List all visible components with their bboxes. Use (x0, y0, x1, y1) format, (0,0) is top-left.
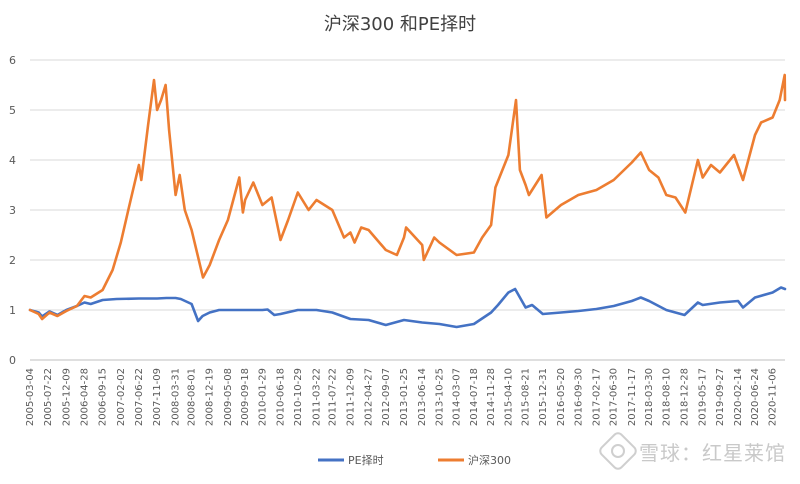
x-tick-label: 2012-04-27 (364, 368, 375, 426)
x-tick-label: 2014-07-18 (469, 368, 480, 426)
x-tick-label: 2017-02-17 (591, 368, 602, 426)
x-tick-label: 2009-05-08 (223, 368, 234, 426)
x-tick-label: 2015-12-31 (538, 368, 549, 426)
x-tick-label: 2010-01-29 (257, 368, 268, 426)
x-tick-label: 2014-03-07 (452, 368, 463, 426)
y-tick-label: 6 (9, 54, 16, 67)
snowball-logo-icon (596, 429, 640, 473)
legend-label: PE择时 (348, 453, 384, 467)
watermark: 雪球：红星莱馆 (596, 429, 786, 473)
x-tick-label: 2006-09-15 (98, 368, 109, 426)
x-tick-label: 2018-12-28 (679, 368, 690, 426)
x-tick-label: 2013-01-25 (399, 368, 410, 426)
x-tick-label: 2007-02-02 (116, 368, 127, 426)
x-tick-label: 2005-03-04 (25, 368, 36, 426)
x-tick-label: 2013-06-14 (417, 368, 428, 426)
x-tick-label: 2017-11-17 (627, 368, 638, 426)
y-tick-label: 2 (9, 254, 16, 267)
x-tick-label: 2008-12-19 (205, 368, 216, 426)
x-tick-label: 2008-08-01 (187, 368, 198, 426)
x-tick-label: 2018-03-30 (644, 368, 655, 426)
x-tick-label: 2011-12-09 (345, 368, 356, 426)
x-tick-label: 2018-08-10 (661, 368, 672, 426)
x-tick-label: 2007-06-22 (134, 368, 145, 426)
x-tick-label: 2005-07-22 (43, 368, 54, 426)
x-tick-label: 2006-04-28 (79, 368, 90, 426)
x-tick-label: 2009-09-18 (240, 368, 251, 426)
x-tick-label: 2019-09-27 (715, 368, 726, 426)
y-tick-label: 3 (9, 204, 16, 217)
series-line-hs300 (28, 73, 787, 321)
x-tick-label: 2011-03-22 (311, 368, 322, 426)
x-tick-label: 2019-05-17 (698, 368, 709, 426)
x-tick-label: 2015-08-21 (521, 368, 532, 426)
x-tick-label: 2020-11-06 (768, 368, 779, 426)
series-line-pe-timing (28, 286, 787, 329)
x-tick-label: 2010-06-18 (276, 368, 287, 426)
legend-label: 沪深300 (468, 453, 511, 467)
x-tick-label: 2008-03-31 (171, 368, 182, 426)
x-tick-label: 2016-09-30 (573, 368, 584, 426)
x-tick-label: 2014-11-28 (486, 368, 497, 426)
x-tick-label: 2015-04-10 (503, 368, 514, 426)
y-tick-label: 4 (9, 154, 16, 167)
x-tick-label: 2007-11-09 (152, 368, 163, 426)
x-tick-label: 2016-05-20 (556, 368, 567, 426)
x-tick-label: 2017-06-30 (609, 368, 620, 426)
watermark-text: 雪球：红星莱馆 (639, 440, 786, 465)
x-tick-label: 2011-07-22 (327, 368, 338, 426)
y-tick-label: 5 (9, 104, 16, 117)
chart-title: 沪深300 和PE择时 (323, 14, 477, 35)
x-tick-label: 2005-12-09 (61, 368, 72, 426)
x-tick-label: 2020-02-14 (733, 368, 744, 426)
y-tick-label: 1 (9, 304, 16, 317)
x-tick-label: 2010-10-29 (293, 368, 304, 426)
x-tick-label: 2020-06-24 (750, 368, 761, 426)
y-tick-label: 0 (9, 354, 16, 367)
x-tick-label: 2012-09-07 (381, 368, 392, 426)
x-tick-label: 2013-10-25 (434, 368, 445, 426)
